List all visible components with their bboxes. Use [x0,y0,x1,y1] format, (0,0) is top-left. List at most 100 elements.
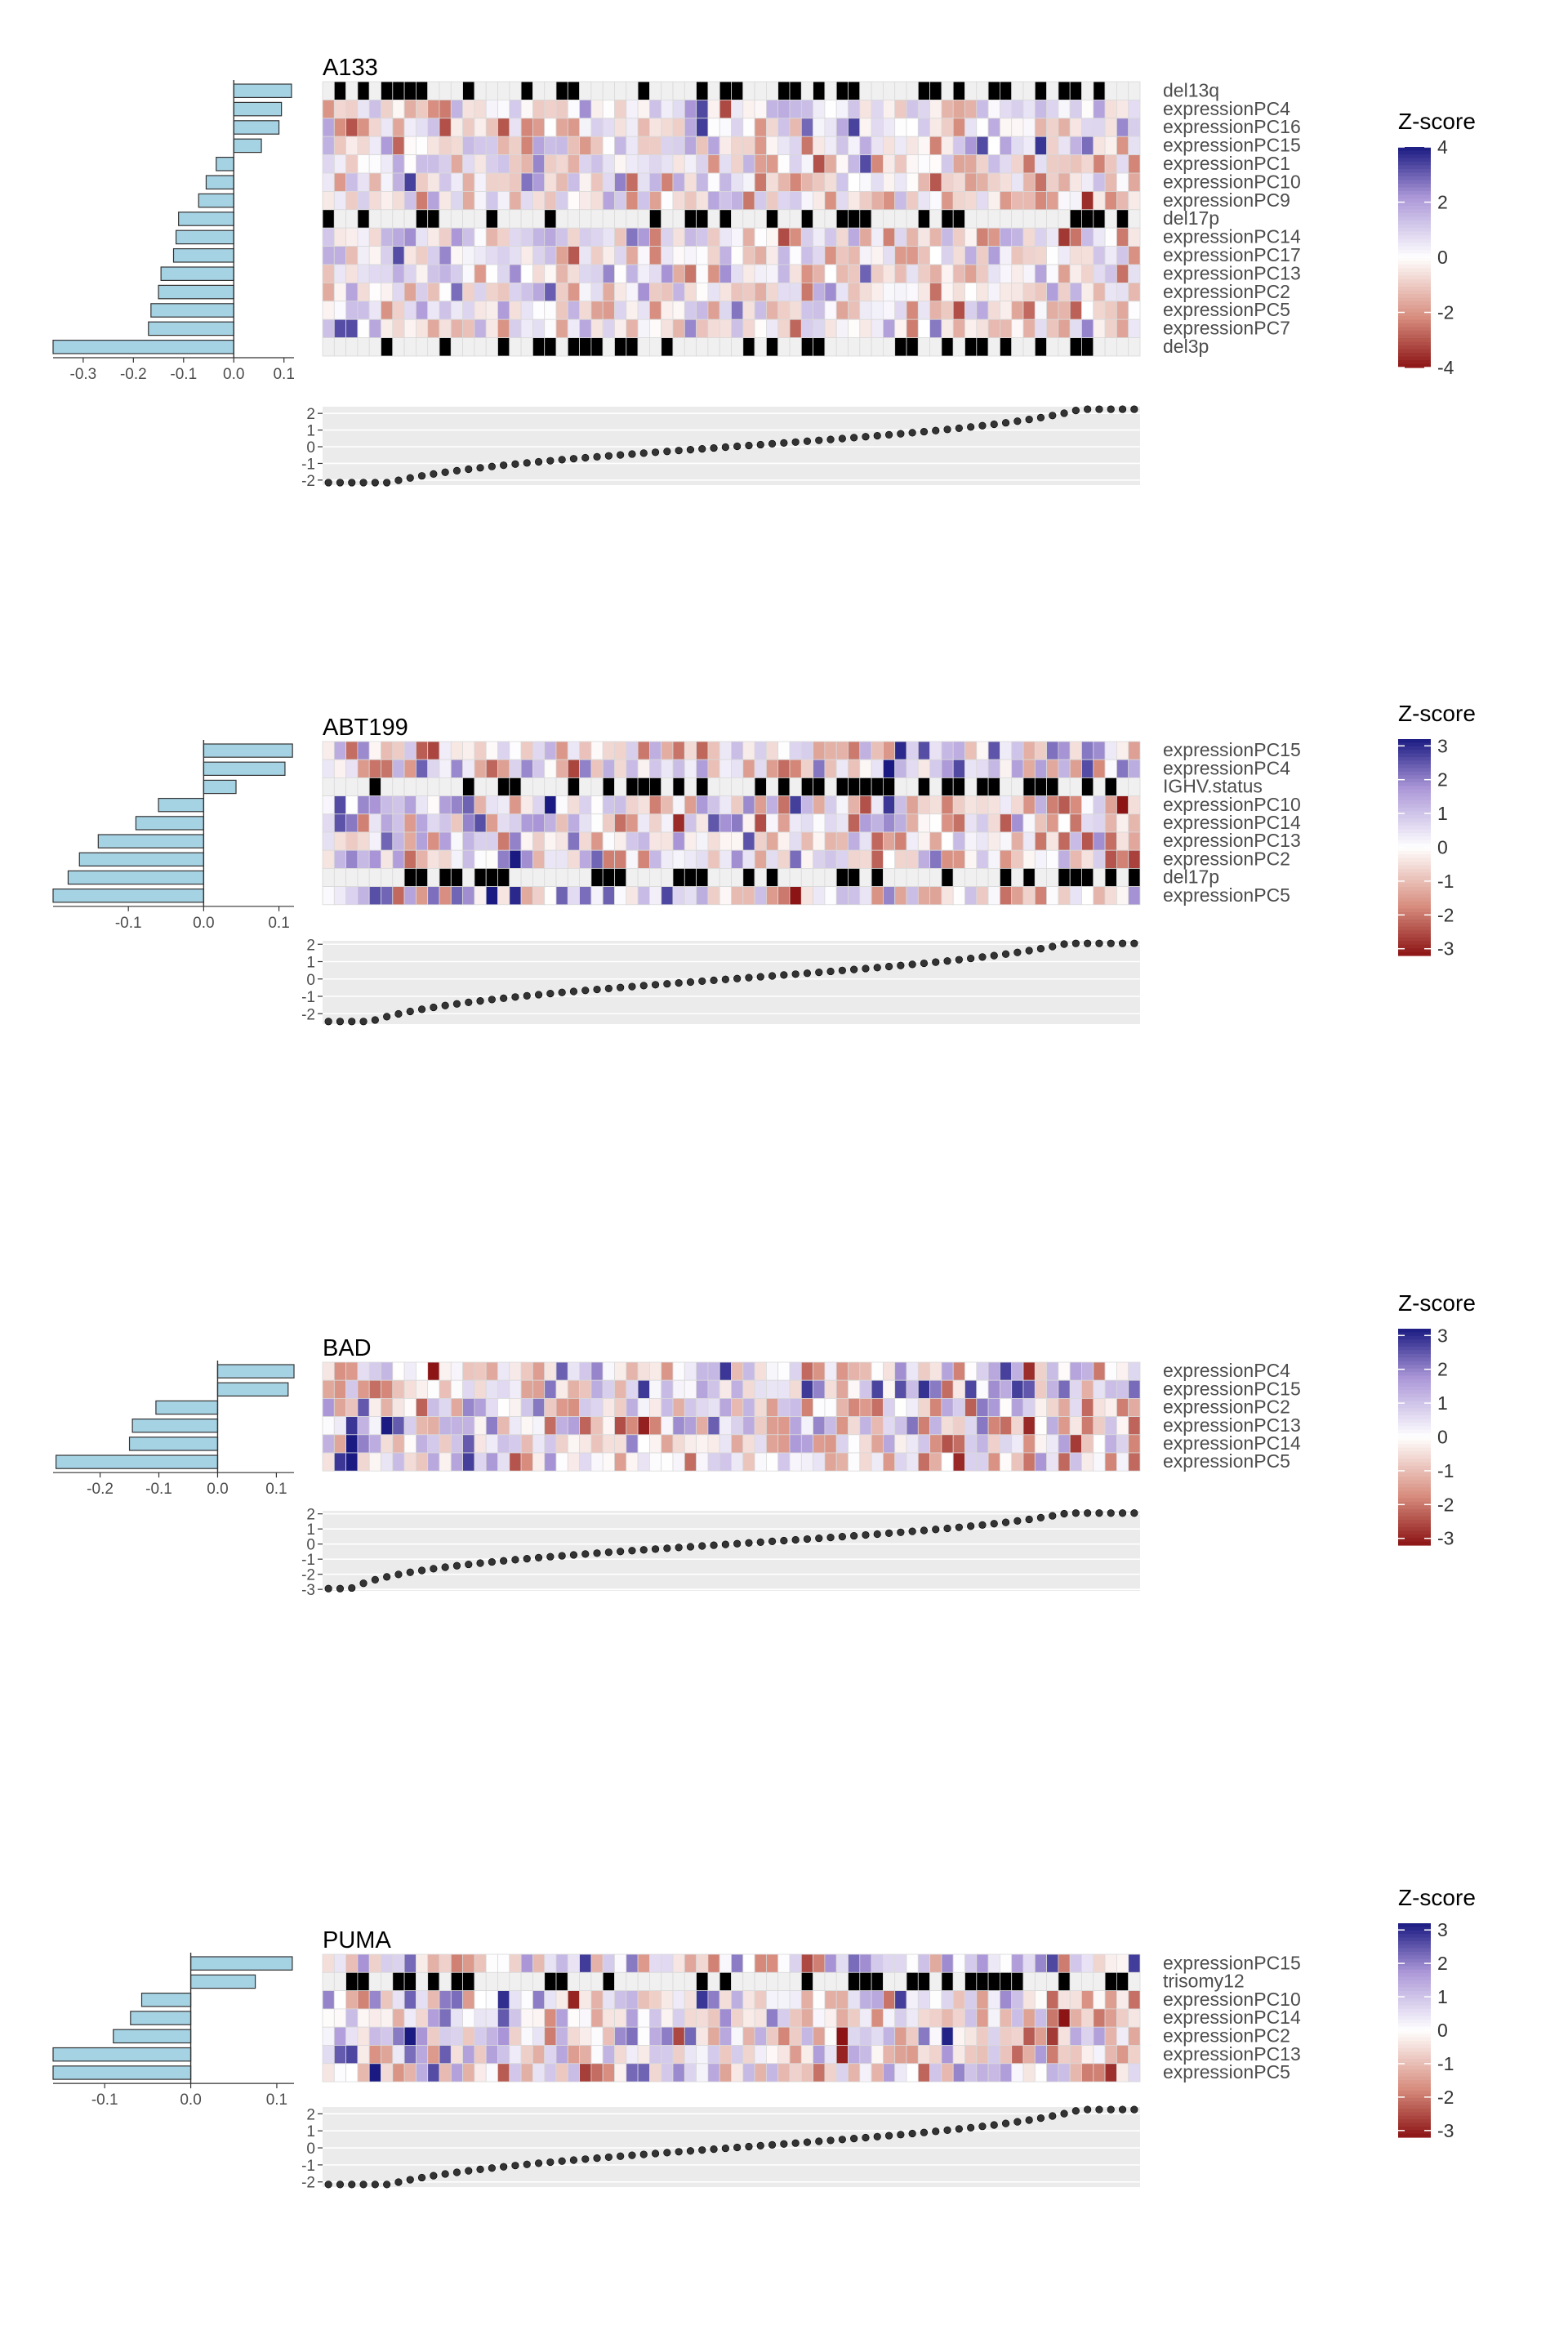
bar-tick-label: 0.1 [273,366,294,383]
heatmap-cell [357,301,370,320]
heatmap-cell [952,209,965,229]
heatmap-cell [906,318,919,339]
heatmap-cell [941,2008,954,2028]
heatmap-cell [1081,2063,1094,2082]
heatmap-cell [637,246,650,265]
heatmap-cell [439,81,452,100]
heatmap-cell [742,1971,755,1992]
heatmap-cell [567,849,580,869]
heatmap-cell [1128,1379,1141,1399]
heatmap-cell [859,318,872,339]
heatmap-cell [1000,813,1013,833]
heatmap-cell [777,1434,791,1454]
legend-gradient-step [1398,238,1431,243]
scatter-tick-label: -2 [301,1006,315,1023]
heatmap-cell [952,1379,965,1399]
heatmap-cell [941,282,954,302]
heatmap-cell [345,227,359,247]
heatmap-cell [392,2008,405,2028]
legend-gradient-step [1398,184,1431,189]
heatmap-cell [719,337,732,357]
scatter-point [873,2132,881,2140]
heatmap-cell [661,118,674,137]
scatter-point [1084,1509,1092,1517]
heatmap-cell [777,1971,791,1992]
heatmap-cell [381,172,394,192]
heatmap-cell [696,1379,709,1399]
legend-tick-label: 2 [1437,192,1448,213]
heatmap-cell [1093,301,1106,320]
heatmap-cell [707,777,720,797]
coefficient-bar [155,1400,219,1415]
legend-title: Z-score [1398,109,1476,134]
heatmap-cell [848,1953,861,1973]
heatmap-cell [835,227,849,247]
heatmap-cell [707,2008,720,2028]
heatmap-cell [1011,868,1024,888]
heatmap-cell [1081,1416,1094,1436]
heatmap-cell [883,282,896,302]
heatmap-cell [509,264,522,283]
heatmap-cell [509,337,522,357]
heatmap-cell [800,118,813,137]
heatmap-cell [1069,1398,1082,1418]
heatmap-cell [415,337,429,357]
heatmap-cell [929,136,942,155]
heatmap-cell [964,209,978,229]
heatmap-cell [1022,190,1036,211]
scatter-point [733,974,742,982]
heatmap-cell [497,1434,510,1454]
heatmap-cell [719,100,732,119]
legend-gradient-step [1398,363,1431,368]
heatmap-cell [742,118,755,137]
heatmap-cell [1081,282,1094,302]
heatmap-cell [719,868,732,888]
scatter-point [523,2160,531,2168]
heatmap-cell [917,264,931,283]
heatmap-cell [579,1452,592,1472]
response-scatter-plot: 210-1-2 [301,2105,1140,2192]
heatmap-cell [684,264,697,283]
scatter-point [686,2147,695,2155]
heatmap-cell [403,1953,416,1973]
heatmap-cell [509,246,522,265]
heatmap-cell [485,337,498,357]
legend-gradient-step [1398,2012,1431,2017]
heatmap-cell [766,1379,779,1399]
heatmap-cell [1011,337,1024,357]
heatmap-cell [637,831,650,851]
heatmap-cell [1093,741,1106,760]
heatmap-cell [835,2026,849,2046]
heatmap-cell [1011,81,1024,100]
heatmap-cell [1046,759,1059,778]
heatmap-cell [976,777,989,797]
heatmap-cell [883,2045,896,2065]
heatmap-cell [906,2008,919,2028]
heatmap-cell [696,264,709,283]
heatmap-cell [952,2026,965,2046]
heatmap-cell [368,813,381,833]
heatmap-cell [462,1434,475,1454]
heatmap-cell [1093,795,1106,815]
row-label: del17p [1163,866,1219,888]
heatmap-cell [403,868,416,888]
heatmap-cell [906,190,919,211]
heatmap-cell [427,1953,440,1973]
heatmap-cell [883,246,896,265]
legend-gradient-step [1398,275,1431,280]
heatmap-cell [789,849,802,869]
heatmap-cell [976,227,989,247]
heatmap-cell [567,868,580,888]
heatmap-cell [976,1452,989,1472]
heatmap-cell [649,318,662,339]
heatmap-cell [848,849,861,869]
heatmap-cell [520,1416,533,1436]
heatmap-cell [976,154,989,174]
heatmap-cell [474,2063,487,2082]
heatmap-cell [415,1452,429,1472]
heatmap-cell [381,264,394,283]
heatmap-cell [976,190,989,211]
heatmap-cell [929,337,942,357]
heatmap-cell [1116,777,1129,797]
